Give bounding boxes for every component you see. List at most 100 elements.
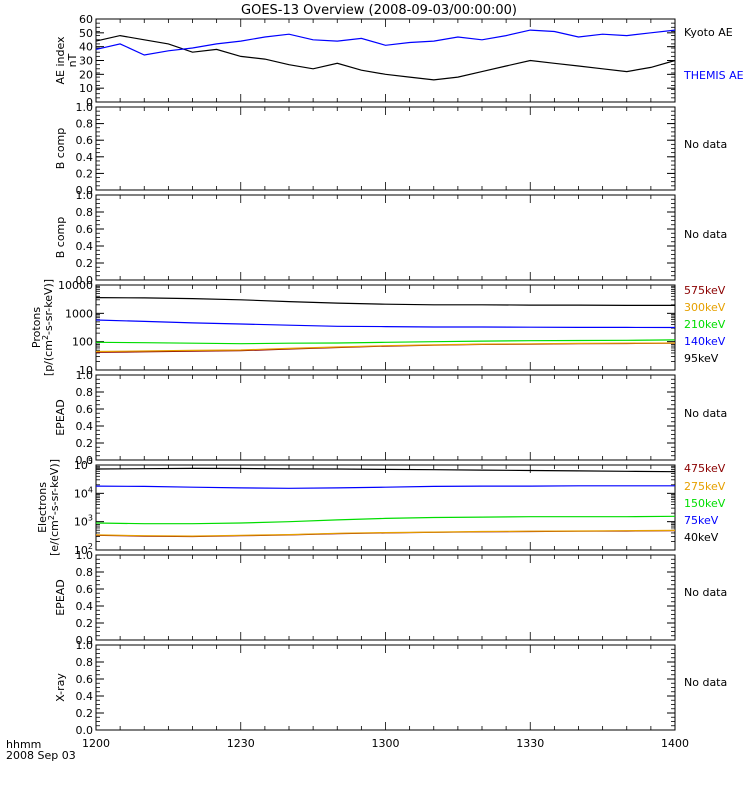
y-tick-label: 50 — [79, 27, 93, 40]
y-tick-label: 0.2 — [76, 167, 94, 180]
y-axis-label: Electrons — [36, 482, 49, 533]
y-tick-label: 1.0 — [76, 369, 94, 382]
series-line-210kev — [95, 339, 676, 345]
legend-kyoto-ae: Kyoto AE — [684, 26, 733, 39]
y-tick-label: 10000 — [58, 279, 93, 292]
legend-140kev: 140keV — [684, 335, 726, 348]
x-tick-label: 1200 — [82, 737, 110, 750]
y-tick-label: 100 — [72, 336, 93, 349]
x-tick-label: 1400 — [661, 737, 689, 750]
y-tick-label: 0.4 — [76, 151, 94, 164]
y-tick-label: 1000 — [65, 307, 93, 320]
y-tick-label: 0.8 — [76, 566, 94, 579]
plot-frame — [95, 464, 676, 551]
plot-frame — [95, 554, 676, 641]
series-line-275kev — [95, 529, 676, 537]
series-line-themis-ae — [95, 29, 676, 56]
y-tick-label: 0.0 — [76, 184, 94, 197]
y-axis-label: EPEAD — [54, 399, 67, 436]
x-axis-label-date: 2008 Sep 03 — [6, 749, 76, 762]
y-axis-unit: [e/(cm2-s-sr-keV)] — [47, 459, 61, 556]
y-tick-label: 105 — [74, 457, 93, 472]
y-axis-label: AE index — [54, 36, 67, 85]
y-tick-label: 0.0 — [76, 454, 94, 467]
y-tick-label: 0.4 — [76, 240, 94, 253]
y-tick-label: 10 — [79, 364, 93, 377]
legend-575kev: 575keV — [684, 284, 726, 297]
no-data-label: No data — [684, 407, 727, 420]
legend-475kev: 475keV — [684, 462, 726, 475]
y-tick-label: 0.0 — [76, 634, 94, 647]
y-tick-label: 0.0 — [76, 724, 94, 737]
plot-frame — [95, 194, 676, 281]
series-line-40kev — [95, 467, 676, 473]
y-tick-label: 0 — [86, 96, 93, 109]
y-axis-label: Protons — [30, 307, 43, 348]
y-tick-label: 20 — [79, 68, 93, 81]
panel-7: 0.0 0.2 0.4 0.6 0.8 1.0 EPEAD No data — [54, 549, 727, 647]
y-tick-label: 103 — [74, 514, 93, 529]
x-tick-label: 1230 — [227, 737, 255, 750]
legend-95kev: 95keV — [684, 352, 719, 365]
y-tick-label: 0.2 — [76, 257, 94, 270]
y-axis-label: B comp — [54, 128, 67, 170]
y-tick-label: 1.0 — [76, 189, 94, 202]
panel-3: 0.0 0.2 0.4 0.6 0.8 1.0 B comp No data — [54, 189, 727, 287]
y-axis-unit: nT — [66, 53, 79, 67]
legend-40kev: 40keV — [684, 531, 719, 544]
x-tick-label: 1300 — [372, 737, 400, 750]
plot-frame — [95, 18, 676, 103]
x-axis-label-hhmm: hhmm — [6, 738, 41, 751]
y-tick-label: 0.6 — [76, 583, 94, 596]
legend-300kev: 300keV — [684, 301, 726, 314]
y-axis-label: X-ray — [54, 673, 67, 702]
legend-themis-ae: THEMIS AE — [683, 69, 744, 82]
series-line-75kev — [95, 485, 675, 489]
panel-2: 0.0 0.2 0.4 0.6 0.8 1.0 B comp No data — [54, 101, 727, 197]
y-tick-label: 0.8 — [76, 206, 94, 219]
chart-title: GOES-13 Overview (2008-09-03/00:00:00) — [241, 3, 517, 18]
y-tick-label: 0.2 — [76, 617, 94, 630]
no-data-label: No data — [684, 586, 727, 599]
legend-275kev: 275keV — [684, 480, 726, 493]
legend-150kev: 150keV — [684, 497, 726, 510]
y-tick-label: 40 — [79, 41, 93, 54]
plot-frame — [95, 374, 676, 461]
y-tick-label: 10 — [79, 82, 93, 95]
y-tick-label: 1.0 — [76, 101, 94, 114]
y-tick-label: 0.6 — [76, 134, 94, 147]
plot-frame — [95, 106, 676, 191]
panel-5: 0.0 0.2 0.4 0.6 0.8 1.0 EPEAD No data — [54, 369, 727, 467]
y-tick-label: 0.0 — [76, 274, 94, 287]
plot-frame — [95, 644, 676, 731]
y-tick-label: 0.6 — [76, 673, 94, 686]
y-tick-label: 0.6 — [76, 403, 94, 416]
y-axis-label: EPEAD — [54, 579, 67, 616]
series-line-95kev — [95, 297, 675, 306]
series-line-140kev — [95, 319, 676, 329]
x-axis: 1200 1230 1300 1330 1400 — [82, 737, 689, 750]
no-data-label: No data — [684, 676, 727, 689]
y-tick-label: 0.2 — [76, 707, 94, 720]
no-data-label: No data — [684, 138, 727, 151]
y-tick-label: 0.4 — [76, 600, 94, 613]
y-tick-label: 0.4 — [76, 690, 94, 703]
legend-210kev: 210keV — [684, 318, 726, 331]
series-line-300kev — [95, 342, 676, 353]
y-tick-label: 0.2 — [76, 437, 94, 450]
y-tick-label: 60 — [79, 13, 93, 26]
series-line-kyoto-ae — [95, 34, 676, 81]
y-tick-label: 1.0 — [76, 639, 94, 652]
panel-4: 10 100 1000 10000 Protons[p/(cm2-s-sr-keV)] 5… — [30, 279, 726, 377]
y-tick-label: 30 — [79, 55, 93, 68]
y-tick-label: 0.8 — [76, 386, 94, 399]
y-tick-label: 0.8 — [76, 656, 94, 669]
x-tick-label: 1330 — [516, 737, 544, 750]
series-line-150kev — [95, 515, 676, 525]
y-tick-label: 104 — [74, 485, 93, 500]
y-tick-label: 0.4 — [76, 420, 94, 433]
